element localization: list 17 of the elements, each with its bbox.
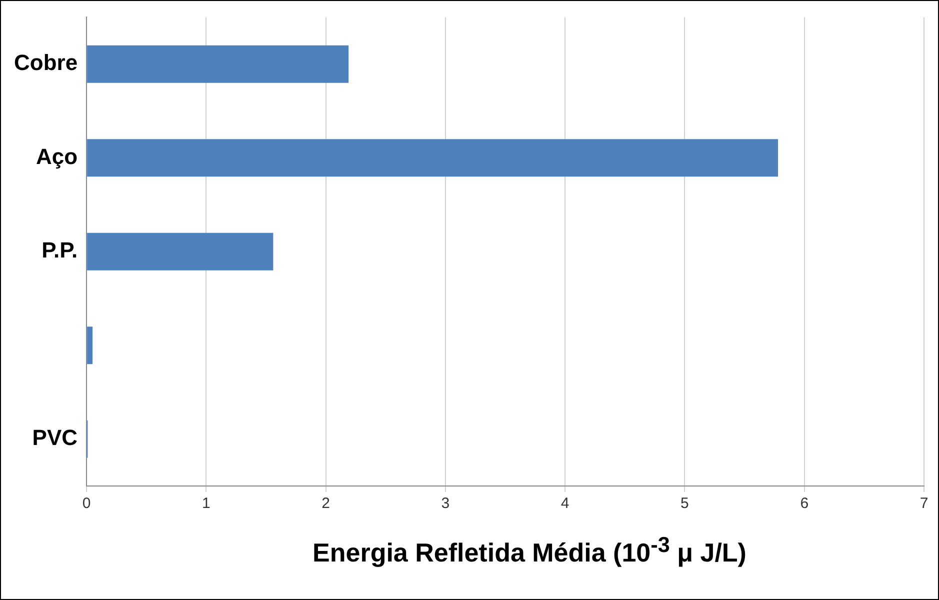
y-tick-label: Cobre <box>14 50 78 76</box>
x-tick-label: 0 <box>82 495 91 512</box>
x-axis-title: Energia Refletida Média (10$^{-3}$ μ J/L) <box>312 532 748 569</box>
bar <box>87 45 349 83</box>
x-tick-label: 6 <box>800 495 809 512</box>
x-tick-label: 4 <box>560 495 570 512</box>
x-tick-label: 3 <box>441 495 450 512</box>
y-tick-label: PVC <box>32 425 78 450</box>
bar <box>87 232 274 270</box>
bar <box>87 326 93 364</box>
x-tick-label: 1 <box>202 495 210 512</box>
y-tick-label: P.P. <box>42 238 78 263</box>
x-tick-label: 2 <box>322 495 330 512</box>
bar <box>87 139 778 177</box>
x-tick-label: 5 <box>680 495 689 512</box>
x-tick-label: 7 <box>920 495 928 512</box>
y-tick-label: Aço <box>36 144 78 169</box>
